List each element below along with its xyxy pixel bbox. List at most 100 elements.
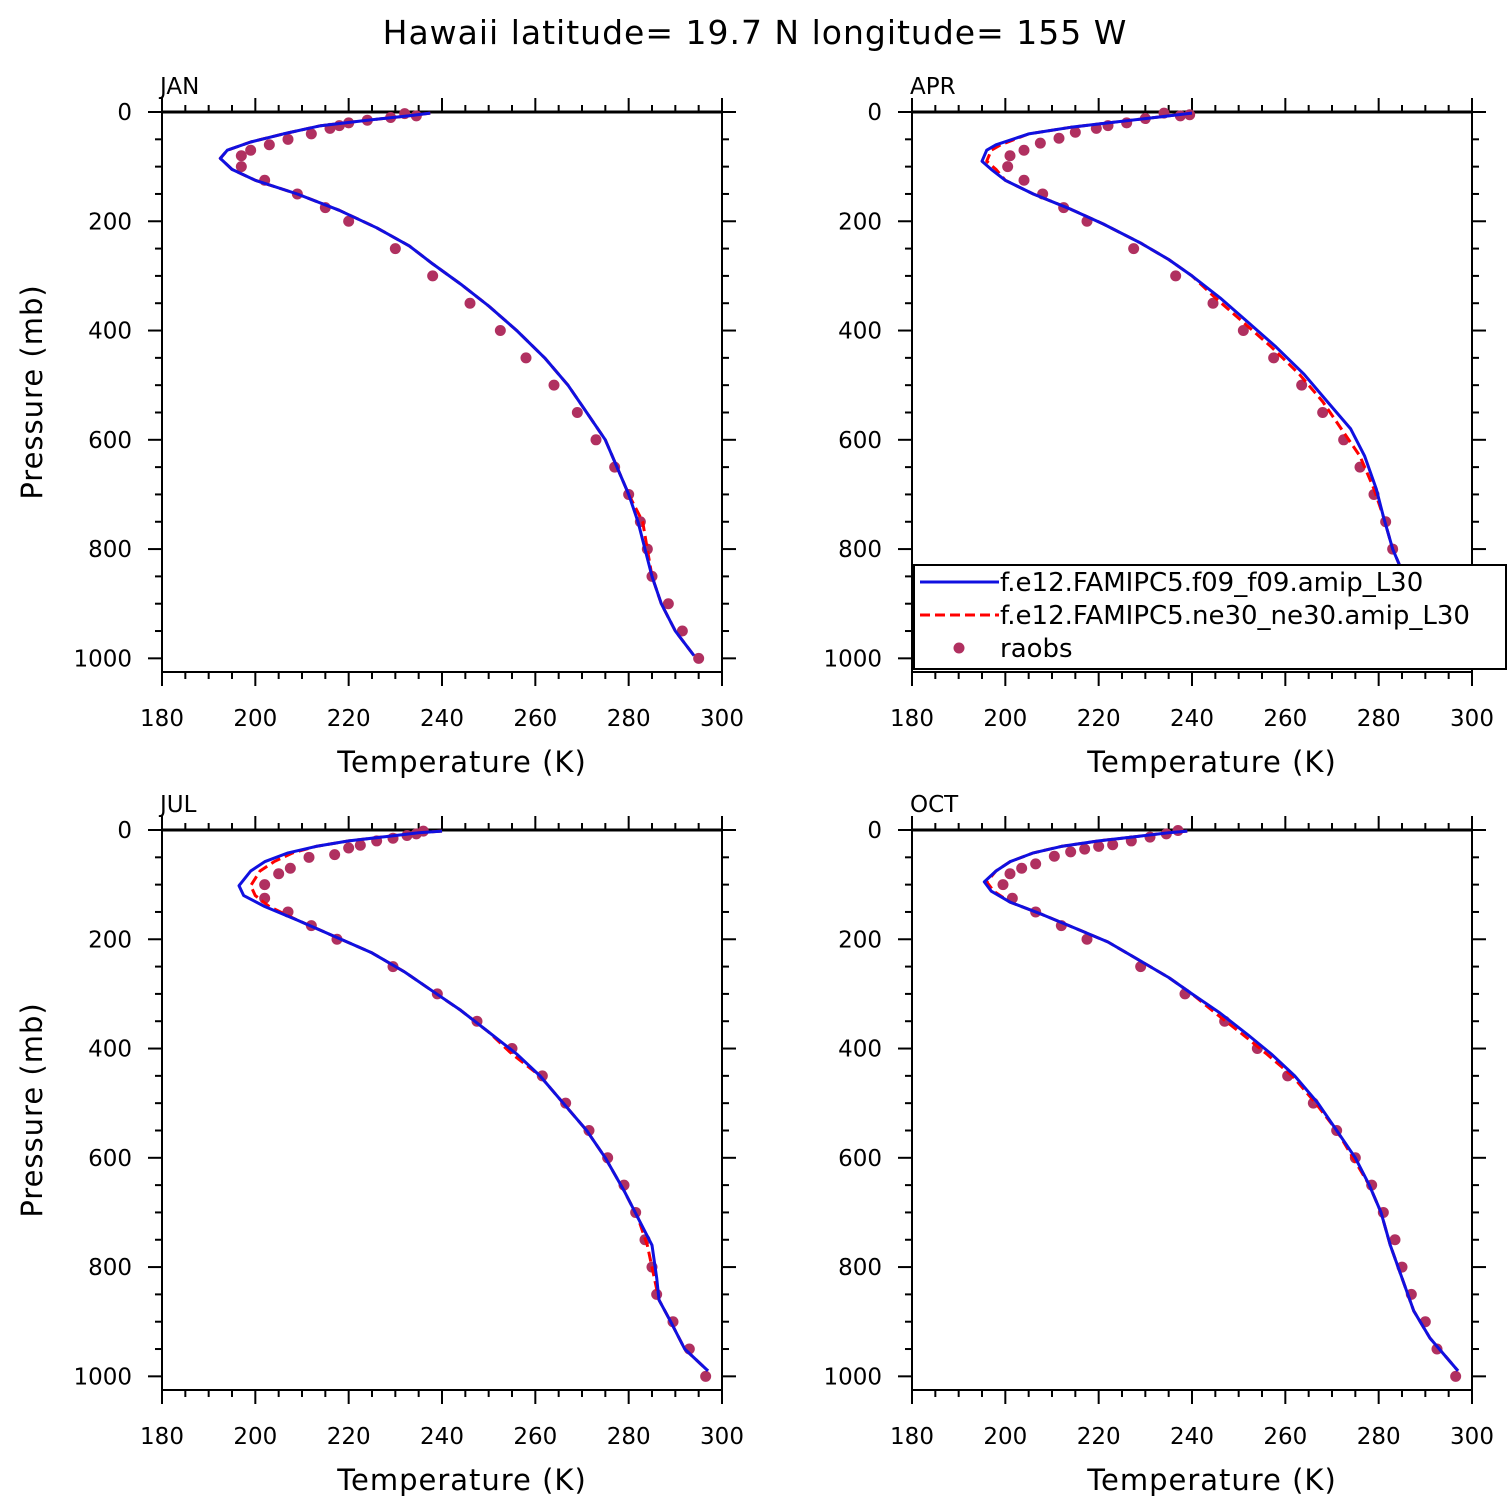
x-tick-label: 260	[1263, 1424, 1307, 1450]
raobs-point	[305, 128, 317, 140]
raobs-point	[1081, 933, 1093, 945]
raobs-point	[1002, 161, 1014, 173]
raobs-point	[1079, 843, 1091, 855]
raobs-point	[389, 243, 401, 255]
raobs-point	[1450, 1370, 1462, 1382]
y-tick-label: 1000	[73, 1364, 132, 1390]
raobs-point	[1065, 846, 1077, 858]
raobs-point	[354, 839, 366, 851]
raobs-point	[1018, 144, 1030, 156]
panel-label: OCT	[910, 792, 959, 818]
x-axis-label: Temperature (K)	[336, 745, 587, 779]
x-tick-label: 180	[890, 706, 934, 732]
y-tick-label: 0	[117, 818, 132, 844]
panel-label: JUL	[158, 792, 197, 818]
x-axis-label: Temperature (K)	[1086, 1463, 1337, 1497]
raobs-point	[676, 625, 688, 637]
y-tick-label: 800	[88, 1255, 132, 1281]
x-axis-label: Temperature (K)	[336, 1463, 587, 1497]
series-f09-line	[982, 829, 1460, 1372]
x-tick-label: 280	[1357, 706, 1401, 732]
raobs-point	[1030, 858, 1042, 870]
y-tick-label: 200	[838, 209, 882, 235]
raobs-point	[1048, 850, 1060, 862]
y-tick-label: 1000	[73, 646, 132, 672]
raobs-point	[1237, 325, 1249, 337]
raobs-point	[464, 297, 476, 309]
series-f09-line	[980, 111, 1450, 654]
raobs-point	[520, 352, 532, 364]
x-tick-label: 300	[1450, 1424, 1494, 1450]
x-tick-label: 180	[140, 706, 184, 732]
x-tick-label: 200	[233, 706, 277, 732]
raobs-point	[548, 379, 560, 391]
x-tick-label: 280	[607, 706, 651, 732]
raobs-point	[1268, 352, 1280, 364]
raobs-point	[235, 161, 247, 173]
legend-label: f.e12.FAMIPC5.f09_f09.amip_L30	[1000, 568, 1423, 598]
x-tick-label: 240	[1170, 706, 1214, 732]
x-tick-label: 280	[607, 1424, 651, 1450]
y-tick-label: 600	[88, 1146, 132, 1172]
raobs-point	[997, 879, 1009, 891]
figure-title: Hawaii latitude= 19.7 N longitude= 155 W	[383, 13, 1128, 52]
raobs-point	[343, 842, 355, 854]
series-f09-line	[218, 111, 696, 657]
y-tick-label: 400	[838, 1037, 882, 1063]
raobs-point	[1093, 840, 1105, 852]
x-tick-label: 200	[983, 1424, 1027, 1450]
raobs-point	[235, 150, 247, 162]
raobs-point	[259, 879, 271, 891]
raobs-point	[1004, 150, 1016, 162]
y-tick-label: 0	[117, 100, 132, 126]
x-tick-label: 280	[1357, 1424, 1401, 1450]
series-f09-line	[237, 829, 710, 1372]
raobs-point	[1389, 1234, 1401, 1246]
x-tick-label: 220	[1077, 706, 1121, 732]
x-tick-label: 260	[513, 1424, 557, 1450]
x-tick-label: 300	[700, 706, 744, 732]
raobs-point	[1034, 137, 1046, 149]
series-ne30-line	[249, 829, 710, 1372]
x-tick-label: 300	[700, 1424, 744, 1450]
series-ne30-line	[218, 111, 696, 657]
raobs-point	[1018, 174, 1030, 186]
x-tick-label: 200	[233, 1424, 277, 1450]
legend: f.e12.FAMIPC5.f09_f09.amip_L30f.e12.FAMI…	[913, 564, 1507, 670]
x-tick-label: 200	[983, 706, 1027, 732]
y-tick-label: 600	[838, 428, 882, 454]
panel-apr: APR 180 200 220 240 260 280 300 0 200 400 600 800 100…	[823, 74, 1507, 779]
y-tick-label: 400	[88, 319, 132, 345]
raobs-point	[494, 325, 506, 337]
raobs-point	[590, 434, 602, 446]
raobs-point	[343, 215, 355, 227]
raobs-point	[560, 1097, 572, 1109]
raobs-point	[284, 862, 296, 874]
y-tick-label: 200	[838, 927, 882, 953]
legend-label: f.e12.FAMIPC5.ne30_ne30.amip_L30	[1000, 601, 1470, 631]
raobs-point	[1016, 862, 1028, 874]
y-tick-label: 400	[88, 1037, 132, 1063]
x-tick-label: 220	[327, 1424, 371, 1450]
y-tick-label: 200	[88, 209, 132, 235]
plot-frame	[911, 829, 1473, 1391]
raobs-point	[303, 851, 315, 863]
raobs-point	[427, 270, 439, 282]
panel-label: JAN	[158, 74, 199, 100]
y-tick-label: 1000	[823, 1364, 882, 1390]
y-tick-label: 800	[838, 537, 882, 563]
x-tick-label: 260	[513, 706, 557, 732]
y-axis-label: Pressure (mb)	[15, 1002, 49, 1217]
x-tick-label: 180	[140, 1424, 184, 1450]
legend-label: raobs	[1000, 634, 1073, 664]
panel-jul: JUL 180 200 220 240 260 280 300 0 200 400 600 800 100…	[15, 792, 744, 1497]
raobs-point	[1004, 868, 1016, 880]
y-tick-label: 600	[88, 428, 132, 454]
x-tick-label: 240	[420, 1424, 464, 1450]
x-tick-label: 220	[1077, 1424, 1121, 1450]
raobs-point	[329, 849, 341, 861]
raobs-point	[693, 652, 705, 664]
raobs-point	[571, 406, 583, 418]
raobs-point	[1170, 270, 1182, 282]
plot-frame	[161, 111, 723, 673]
